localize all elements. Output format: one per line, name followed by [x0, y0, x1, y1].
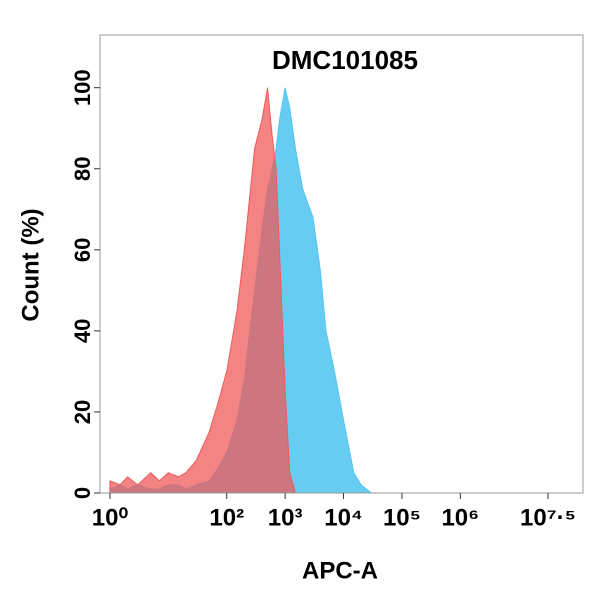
- y-tick-label: 20: [70, 400, 95, 424]
- x-tick-label: 10²: [209, 504, 244, 531]
- x-tick-label: 10⁶: [441, 504, 479, 531]
- plot-frame: [99, 34, 584, 494]
- y-tick-label: 40: [70, 319, 95, 343]
- x-tick-label: 10⁷·⁵: [520, 504, 576, 531]
- y-tick-label: 0: [70, 487, 95, 499]
- x-tick-label: 10⁰: [92, 504, 129, 531]
- x-tick-label: 10⁴: [324, 504, 363, 531]
- y-tick-label: 80: [70, 157, 95, 181]
- chart-title: DMC101085: [272, 45, 418, 75]
- x-axis-label: APC-A: [302, 557, 378, 584]
- y-axis-label: Count (%): [17, 208, 44, 321]
- y-tick-label: 60: [70, 238, 95, 262]
- y-tick-label: 100: [70, 69, 95, 106]
- x-tick-label: 10⁵: [383, 504, 421, 531]
- x-tick-label: 10³: [268, 504, 303, 531]
